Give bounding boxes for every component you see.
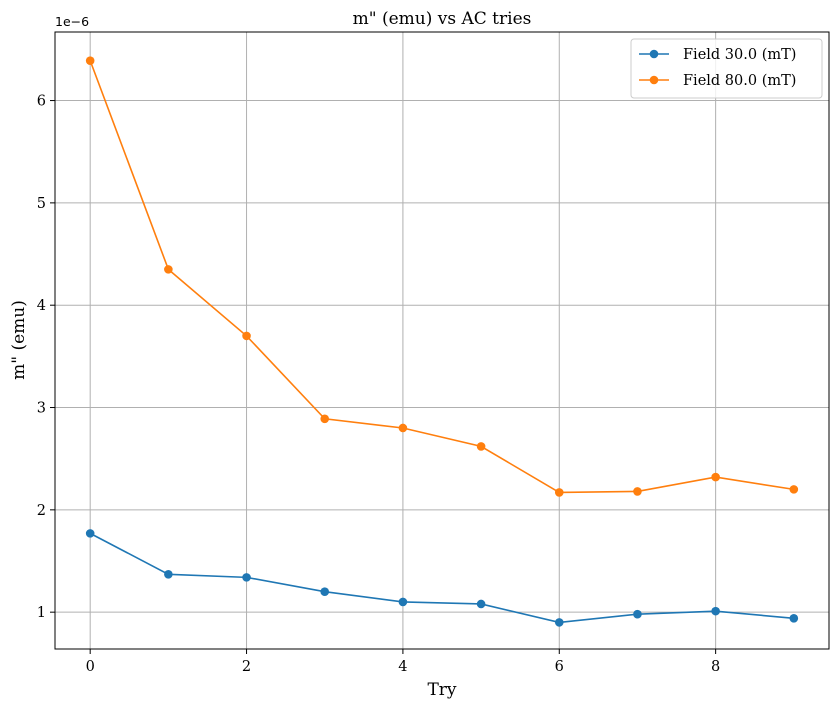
y-tick-label: 6	[37, 94, 46, 110]
x-tick-label: 8	[711, 659, 720, 675]
legend-swatch-marker	[649, 75, 659, 85]
legend-item: Field 80.0 (mT)	[639, 73, 796, 89]
data-point	[554, 488, 564, 497]
data-point	[164, 265, 173, 274]
data-point	[789, 614, 799, 623]
data-point	[711, 472, 720, 482]
y-tick-label: 1	[37, 605, 46, 621]
plot-area	[55, 32, 829, 649]
series-layer	[85, 56, 799, 627]
legend-swatch-marker	[649, 49, 659, 59]
series-1	[85, 529, 799, 627]
data-point	[85, 56, 95, 65]
x-axis-label: Try	[427, 680, 456, 700]
data-point	[633, 609, 642, 619]
data-point	[711, 606, 720, 616]
data-point	[633, 487, 642, 496]
data-point	[320, 414, 330, 424]
y-tick-label: 5	[37, 196, 46, 212]
data-point	[242, 573, 251, 582]
y-offset-text: 1e−6	[55, 14, 89, 29]
legend-label: Field 30.0 (mT)	[683, 47, 796, 63]
legend-item: Field 30.0 (mT)	[639, 47, 796, 63]
data-point	[398, 597, 408, 607]
y-tick-label: 2	[37, 503, 46, 519]
plot-frame	[54, 31, 830, 650]
data-point	[85, 529, 95, 538]
data-point	[320, 587, 330, 596]
x-tick-label: 2	[242, 659, 251, 675]
chart-title: m" (emu) vs AC tries	[353, 9, 532, 29]
data-point	[554, 618, 564, 627]
series-line	[89, 532, 794, 624]
series-2	[85, 56, 799, 497]
y-tick-label: 4	[37, 298, 46, 314]
data-point	[476, 599, 486, 609]
y-tick-label: 3	[37, 401, 46, 417]
y-axis: 1 2 3 4 5 6	[37, 94, 55, 621]
data-point	[242, 331, 251, 341]
x-tick-label: 6	[555, 659, 564, 675]
data-point	[164, 570, 173, 579]
data-point	[476, 442, 486, 451]
series-line	[89, 60, 794, 494]
data-point	[789, 485, 799, 494]
y-axis-label: m" (emu)	[9, 300, 29, 380]
legend-box	[630, 38, 823, 99]
x-axis: 0 2 4 6 8	[86, 649, 720, 675]
x-tick-label: 0	[86, 659, 95, 675]
legend: Field 30.0 (mT) Field 80.0 (mT)	[630, 38, 823, 99]
grid	[55, 32, 829, 649]
legend-label: Field 80.0 (mT)	[683, 73, 796, 89]
x-tick-label: 4	[398, 659, 407, 675]
data-point	[398, 423, 408, 433]
